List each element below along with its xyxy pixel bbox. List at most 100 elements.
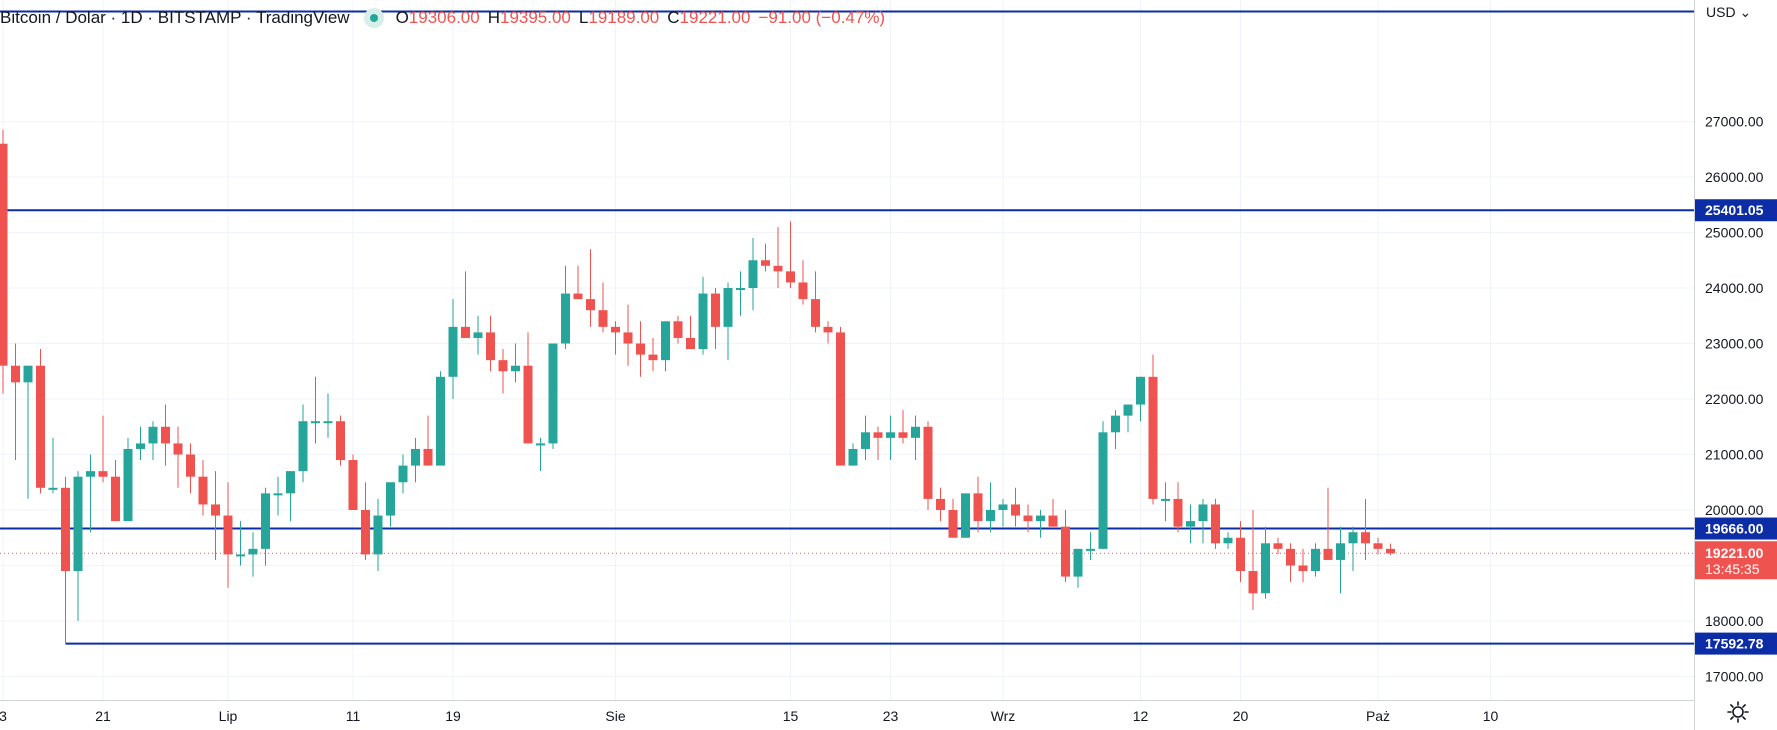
candle (1048, 498, 1058, 527)
candle-body (211, 504, 220, 516)
y-tick-label: 27000.00 (1705, 114, 1764, 130)
candle (511, 343, 520, 383)
low-label: L (578, 8, 589, 27)
candle-body (73, 476, 83, 572)
candle-body (1211, 504, 1220, 544)
candle-body (1148, 376, 1158, 499)
candle-body (261, 493, 270, 549)
candle (1323, 487, 1333, 560)
candle (1223, 532, 1233, 549)
gear-icon[interactable] (1724, 698, 1752, 726)
candle-body (1361, 532, 1370, 544)
y-tick-label: 18000.00 (1705, 613, 1764, 629)
x-tick-label: Wrz (991, 708, 1016, 724)
candle-body (123, 448, 133, 522)
candle (86, 454, 95, 533)
candle (1386, 543, 1395, 556)
candle-body (1036, 515, 1045, 522)
candle-body (786, 271, 795, 283)
candle (473, 315, 483, 355)
candle-body (623, 332, 633, 344)
candle-body (498, 360, 508, 372)
candle-body (311, 421, 320, 424)
candle-body (823, 326, 833, 333)
currency-dropdown[interactable]: USD ⌄ (1706, 4, 1751, 21)
candle (1123, 404, 1133, 433)
candle (286, 471, 295, 522)
change-value: −91.00 (−0.47%) (758, 8, 886, 27)
price-axis[interactable]: 17000.0018000.0019000.0020000.0021000.00… (1694, 0, 1764, 730)
candle-body (1098, 432, 1108, 549)
candle-body (148, 426, 158, 444)
candle-body (86, 471, 95, 477)
candle-body (998, 504, 1008, 510)
candle (1236, 521, 1245, 583)
candle-body (1248, 571, 1258, 594)
open-value: 19306.00 (408, 8, 480, 27)
candle (1036, 510, 1045, 538)
candle (436, 371, 445, 466)
candle (1061, 510, 1070, 583)
candle-body (223, 515, 233, 555)
candle (773, 226, 783, 288)
candle-body (1273, 543, 1283, 549)
candle-body (1136, 376, 1145, 405)
countdown-text: 13:45:35 (1705, 561, 1760, 577)
candle (186, 443, 195, 494)
candle (311, 376, 320, 444)
candle-body (386, 482, 395, 516)
y-tick-label: 25000.00 (1705, 225, 1764, 241)
candle (748, 238, 758, 311)
candle-body (98, 471, 108, 477)
candle (1211, 498, 1220, 549)
candle (11, 343, 20, 461)
candle-body (886, 432, 895, 438)
candle-body (761, 260, 770, 266)
market-status-icon[interactable] (363, 8, 384, 28)
candle-body (548, 343, 558, 444)
candle (1348, 526, 1358, 572)
level-price-tag (1695, 632, 1777, 655)
candle (686, 315, 695, 350)
current-price-tag (1695, 541, 1777, 580)
close-label: C (667, 8, 680, 27)
candle (448, 299, 458, 399)
candle (723, 282, 733, 361)
level-price-text: 25401.05 (1705, 202, 1764, 218)
candle (248, 532, 258, 577)
symbol-title[interactable]: Bitcoin / Dolar · 1D · BITSTAMP · Tradin… (0, 8, 350, 27)
candle-body (1073, 548, 1083, 577)
candle-body (336, 421, 345, 461)
candle-body (736, 288, 745, 290)
candle (198, 460, 208, 516)
y-tick-label: 22000.00 (1705, 391, 1764, 407)
candle-body (486, 332, 495, 361)
candle-body (911, 426, 920, 438)
candle-body (873, 432, 883, 438)
candle (223, 482, 233, 588)
candle-body (361, 510, 370, 555)
level-price-tag (1695, 199, 1777, 222)
candle-body (1311, 548, 1320, 572)
candle-body (973, 493, 983, 522)
candle (1298, 548, 1308, 583)
candle (148, 421, 158, 461)
candle-body (248, 548, 258, 555)
level-price-text: 17592.78 (1705, 636, 1764, 652)
horizontal-levels[interactable] (0, 10, 1694, 645)
time-axis[interactable]: 3 21 Lip 11 19 Sie 15 23 Wrz 12 20 Paż 10 (0, 700, 1694, 725)
candle-body (961, 493, 970, 538)
candle (73, 471, 83, 621)
candle (161, 404, 170, 466)
legend-header: Bitcoin / Dolar · 1D · BITSTAMP · Tradin… (0, 0, 893, 36)
candle (936, 487, 945, 522)
candle (536, 437, 545, 472)
candle (761, 243, 770, 272)
candle (423, 415, 433, 466)
candle-body (1198, 504, 1208, 522)
candle-body (686, 337, 695, 350)
candle (736, 271, 745, 316)
y-tick-label: 21000.00 (1705, 447, 1764, 463)
